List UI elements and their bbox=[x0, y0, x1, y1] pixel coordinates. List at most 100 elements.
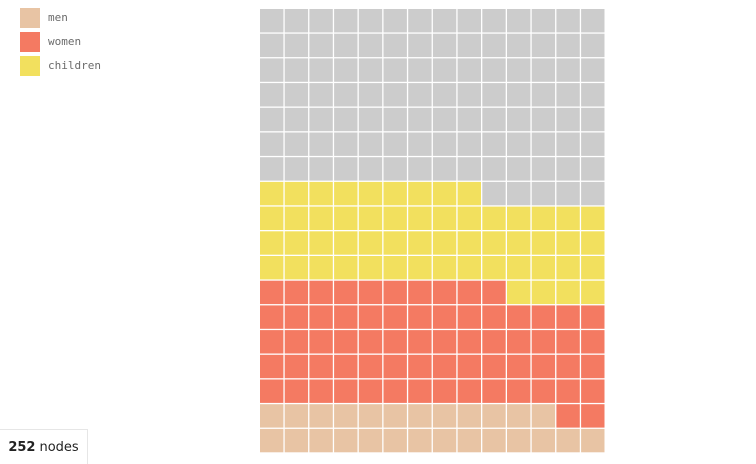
waffle-cell-children bbox=[507, 231, 531, 255]
waffle-cell-empty bbox=[408, 9, 432, 33]
waffle-cell-empty bbox=[383, 33, 407, 58]
waffle-cell-women bbox=[358, 305, 383, 329]
waffle-cell-men bbox=[482, 404, 506, 428]
waffle-cell-empty bbox=[334, 9, 358, 33]
waffle-cell-women bbox=[581, 354, 605, 379]
waffle-cell-empty bbox=[432, 107, 457, 132]
waffle-cell-children bbox=[260, 181, 284, 206]
waffle-cell-empty bbox=[556, 132, 580, 156]
waffle-cell-empty bbox=[432, 58, 457, 82]
waffle-cell-empty bbox=[383, 107, 407, 132]
waffle-cell-empty bbox=[284, 58, 309, 82]
waffle-cell-empty bbox=[408, 58, 432, 82]
waffle-cell-empty bbox=[507, 132, 531, 156]
waffle-cell-empty bbox=[432, 132, 457, 156]
waffle-cell-children bbox=[358, 256, 383, 280]
waffle-cell-empty bbox=[457, 9, 481, 33]
waffle-cell-children bbox=[358, 231, 383, 255]
waffle-cell-women bbox=[581, 404, 605, 428]
waffle-cell-empty bbox=[581, 107, 605, 132]
waffle-cell-women bbox=[432, 305, 457, 329]
waffle-cell-women bbox=[581, 379, 605, 403]
waffle-cell-women bbox=[383, 330, 407, 354]
waffle-cell-men bbox=[309, 428, 333, 453]
waffle-cell-empty bbox=[309, 9, 333, 33]
waffle-cell-children bbox=[309, 206, 333, 230]
waffle-cell-empty bbox=[507, 33, 531, 58]
waffle-cell-women bbox=[556, 330, 580, 354]
waffle-cell-empty bbox=[531, 58, 556, 82]
waffle-cell-empty bbox=[457, 58, 481, 82]
waffle-cell-women bbox=[408, 330, 432, 354]
waffle-cell-children bbox=[309, 231, 333, 255]
waffle-cell-women bbox=[358, 379, 383, 403]
waffle-cell-empty bbox=[556, 107, 580, 132]
waffle-cell-empty bbox=[284, 33, 309, 58]
waffle-cell-children bbox=[482, 231, 506, 255]
waffle-cell-empty bbox=[507, 157, 531, 181]
waffle-cell-women bbox=[358, 330, 383, 354]
waffle-cell-men bbox=[507, 428, 531, 453]
waffle-cell-men bbox=[482, 428, 506, 453]
waffle-cell-women bbox=[383, 354, 407, 379]
waffle-cell-empty bbox=[556, 33, 580, 58]
waffle-cell-women bbox=[432, 330, 457, 354]
waffle-cell-empty bbox=[383, 83, 407, 107]
waffle-cell-empty bbox=[581, 157, 605, 181]
waffle-cell-empty bbox=[457, 83, 481, 107]
waffle-cell-empty bbox=[457, 33, 481, 58]
waffle-cell-women bbox=[581, 330, 605, 354]
waffle-cell-empty bbox=[408, 33, 432, 58]
waffle-cell-women bbox=[260, 354, 284, 379]
waffle-cell-women bbox=[334, 330, 358, 354]
waffle-cell-children bbox=[334, 231, 358, 255]
legend-swatch bbox=[20, 56, 40, 76]
waffle-cell-women bbox=[482, 305, 506, 329]
waffle-cell-women bbox=[284, 330, 309, 354]
waffle-cell-women bbox=[260, 280, 284, 305]
waffle-cell-children bbox=[531, 256, 556, 280]
waffle-cell-women bbox=[482, 280, 506, 305]
waffle-cell-empty bbox=[408, 107, 432, 132]
waffle-cell-women bbox=[556, 305, 580, 329]
waffle-cell-children bbox=[432, 231, 457, 255]
legend-label: children bbox=[48, 59, 101, 72]
waffle-cell-women bbox=[457, 330, 481, 354]
waffle-cell-women bbox=[284, 305, 309, 329]
waffle-cell-empty bbox=[284, 9, 309, 33]
waffle-cell-empty bbox=[284, 83, 309, 107]
waffle-cell-empty bbox=[457, 157, 481, 181]
waffle-cell-women bbox=[507, 305, 531, 329]
waffle-cell-empty bbox=[260, 132, 284, 156]
waffle-cell-women bbox=[408, 379, 432, 403]
waffle-cell-men bbox=[408, 404, 432, 428]
waffle-cell-empty bbox=[531, 33, 556, 58]
waffle-cell-women bbox=[334, 305, 358, 329]
waffle-cell-empty bbox=[309, 33, 333, 58]
waffle-cell-empty bbox=[309, 83, 333, 107]
waffle-cell-empty bbox=[457, 132, 481, 156]
waffle-cell-women bbox=[260, 330, 284, 354]
waffle-cell-children bbox=[556, 206, 580, 230]
waffle-cell-empty bbox=[507, 107, 531, 132]
waffle-cell-empty bbox=[334, 107, 358, 132]
waffle-cell-children bbox=[531, 280, 556, 305]
waffle-cell-children bbox=[383, 206, 407, 230]
waffle-cell-women bbox=[581, 305, 605, 329]
waffle-cell-empty bbox=[383, 132, 407, 156]
waffle-cell-women bbox=[531, 330, 556, 354]
waffle-cell-empty bbox=[309, 157, 333, 181]
waffle-cell-empty bbox=[531, 107, 556, 132]
waffle-cell-men bbox=[556, 428, 580, 453]
waffle-cell-women bbox=[482, 330, 506, 354]
waffle-cell-children bbox=[581, 256, 605, 280]
waffle-cell-children bbox=[260, 256, 284, 280]
waffle-cell-women bbox=[531, 379, 556, 403]
waffle-cell-men bbox=[358, 404, 383, 428]
waffle-cell-children bbox=[531, 206, 556, 230]
waffle-cell-empty bbox=[482, 181, 506, 206]
waffle-cell-men bbox=[334, 428, 358, 453]
waffle-cell-women bbox=[457, 280, 481, 305]
waffle-cell-women bbox=[284, 280, 309, 305]
waffle-cell-men bbox=[309, 404, 333, 428]
